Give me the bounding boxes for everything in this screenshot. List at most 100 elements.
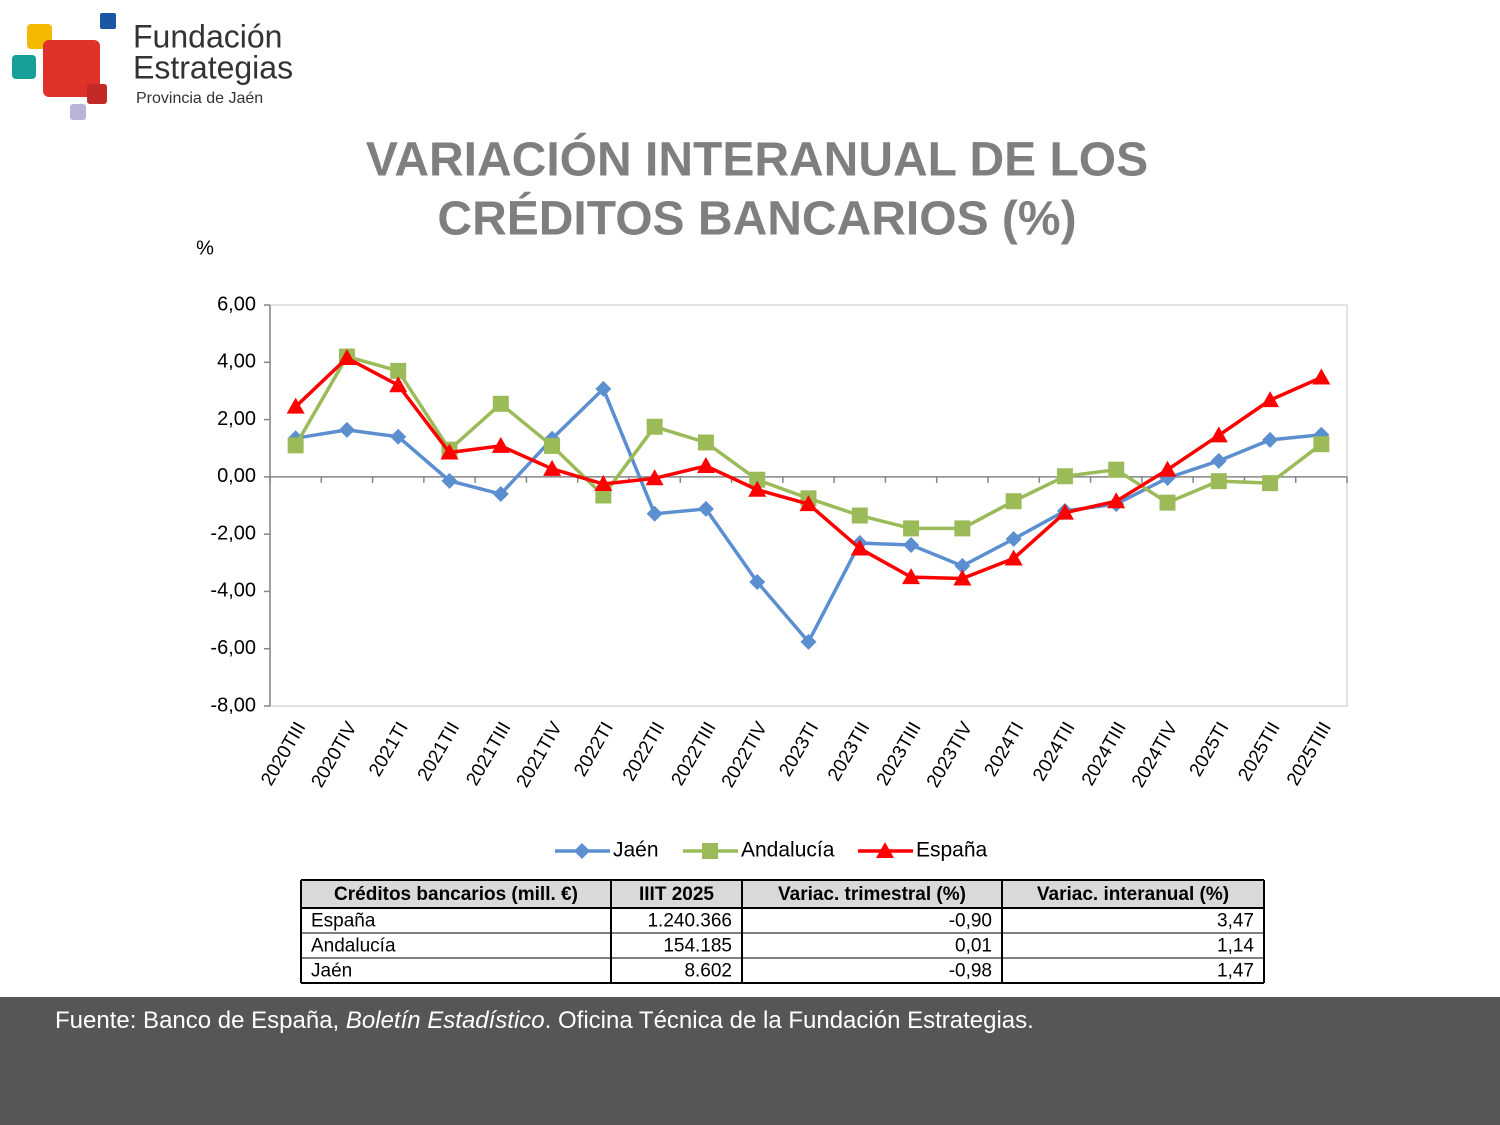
data-table: Créditos bancarios (mill. €) IIIT 2025 Var… [300, 879, 1265, 984]
x-tick-label: 2025TI [1186, 719, 1234, 781]
marker [1210, 473, 1227, 490]
marker [749, 573, 766, 590]
table-cell: 8.602 [684, 961, 732, 982]
marker [1055, 503, 1074, 520]
marker [440, 443, 459, 460]
y-tick-label: -6,00 [210, 637, 256, 659]
logo-subtext: Provincia de Jaén [136, 90, 263, 107]
x-tick-label: 2023TII [824, 719, 874, 785]
table-cell: España [311, 911, 376, 932]
y-tick-label: -8,00 [210, 694, 256, 716]
marker [1262, 475, 1279, 492]
marker [574, 843, 590, 859]
x-tick-label: 2024TI [981, 719, 1029, 781]
x-tick-label: 2021TII [414, 719, 464, 785]
legend-label: España [916, 839, 988, 862]
x-tick-label: 2025TII [1234, 719, 1284, 785]
x-tick-label: 2021TIII [462, 719, 515, 790]
marker [903, 537, 920, 554]
chart-title: VARIACIÓN INTERANUAL DE LOS [366, 132, 1148, 187]
logo-square [43, 40, 100, 97]
footer-text: Fuente: Banco de España, [55, 1007, 346, 1034]
marker [441, 472, 458, 489]
y-tick-label: -4,00 [210, 580, 256, 602]
table-cell: 0,01 [955, 936, 992, 957]
marker [287, 437, 304, 454]
marker [595, 380, 612, 397]
footer-source: Fuente: Banco de España, Boletín Estadís… [55, 1007, 1034, 1034]
logo-square [70, 104, 86, 120]
marker [953, 569, 972, 586]
chart: -8,00 -6,00 -4,00 -2,00 0,00 2,00 4,00 6,00 2020… [210, 293, 1348, 862]
x-tick-label: 2020TIV [308, 718, 362, 791]
table-cell: -0,98 [949, 961, 992, 982]
marker [850, 539, 869, 556]
marker [800, 633, 817, 650]
table-header: Variac. trimestral (%) [778, 884, 966, 905]
x-tick-label: 2024TII [1029, 719, 1079, 785]
y-tick-label: 4,00 [217, 351, 256, 373]
table-cell: 1.240.366 [647, 911, 732, 932]
marker [1159, 494, 1176, 511]
x-tick-label: 2022TII [619, 719, 669, 785]
marker [594, 475, 613, 492]
marker [543, 459, 562, 476]
y-tick-label: -2,00 [210, 522, 256, 544]
marker [1209, 426, 1228, 443]
table-cell: -0,90 [949, 911, 992, 932]
marker [697, 434, 714, 451]
marker [876, 842, 894, 858]
x-tick-label: 2021TI [365, 719, 413, 781]
x-tick-label: 2022TIII [668, 719, 721, 790]
table-header: IIIT 2025 [639, 884, 714, 905]
marker [1005, 531, 1022, 548]
table-cell: 1,14 [1217, 936, 1254, 957]
marker [697, 500, 714, 517]
marker [696, 456, 715, 473]
marker [903, 520, 920, 537]
table-cell: 1,47 [1217, 961, 1254, 982]
marker [1108, 461, 1125, 478]
y-tick-label: 6,00 [217, 293, 256, 315]
logo-text: Estrategias [133, 49, 293, 85]
logo-square [87, 84, 107, 104]
table-cell: Jaén [311, 961, 352, 982]
table-cell: 3,47 [1217, 911, 1254, 932]
marker [338, 421, 355, 438]
marker [851, 507, 868, 524]
marker [492, 486, 509, 503]
x-tick-label: 2025TIII [1283, 719, 1336, 790]
marker [1004, 549, 1023, 566]
footer-text: Boletín Estadístico [346, 1007, 545, 1034]
footer-band [0, 997, 1500, 1125]
footer-text: . Oficina Técnica de la Fundación Estrat… [545, 1007, 1034, 1034]
table-header-bg [301, 880, 1264, 908]
marker [337, 348, 356, 365]
marker [748, 480, 767, 497]
marker [702, 843, 718, 859]
marker [645, 469, 664, 486]
marker [389, 376, 408, 393]
y-axis-label: % [196, 237, 214, 259]
legend-label: Jaén [613, 839, 659, 862]
table-header: Variac. interanual (%) [1037, 884, 1229, 905]
table-header: Créditos bancarios (mill. €) [334, 884, 578, 905]
marker [390, 428, 407, 445]
marker [799, 495, 818, 512]
x-tick-label: 2022TI [570, 719, 618, 781]
marker [1158, 460, 1177, 477]
marker [954, 557, 971, 574]
marker [286, 397, 305, 414]
table-cell: Andalucía [311, 936, 396, 957]
marker [491, 436, 510, 453]
marker [902, 568, 921, 585]
marker [1210, 452, 1227, 469]
x-tick-label: 2023TIII [873, 719, 926, 790]
x-tick-label: 2024TIII [1078, 719, 1131, 790]
x-tick-label: 2023TI [775, 719, 823, 781]
y-tick-label: 2,00 [217, 408, 256, 430]
marker [1005, 493, 1022, 510]
marker [390, 362, 407, 379]
marker [954, 520, 971, 537]
